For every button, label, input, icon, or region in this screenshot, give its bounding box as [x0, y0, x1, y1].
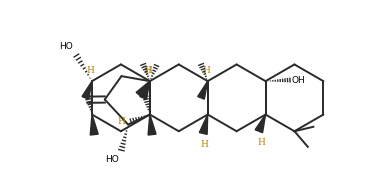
Polygon shape: [255, 115, 265, 133]
Polygon shape: [140, 81, 150, 99]
Text: HO: HO: [106, 155, 119, 164]
Text: H: H: [145, 66, 152, 75]
Polygon shape: [199, 115, 208, 134]
Text: H: H: [143, 66, 152, 75]
Polygon shape: [82, 81, 92, 99]
Text: HO: HO: [59, 42, 73, 51]
Text: H: H: [117, 117, 126, 126]
Text: H: H: [201, 140, 208, 149]
Polygon shape: [198, 81, 208, 99]
Polygon shape: [136, 81, 150, 97]
Text: OH: OH: [291, 76, 305, 84]
Text: H: H: [87, 66, 95, 75]
Text: H: H: [203, 66, 210, 75]
Text: H: H: [257, 138, 265, 147]
Polygon shape: [148, 115, 156, 135]
Polygon shape: [90, 115, 98, 135]
